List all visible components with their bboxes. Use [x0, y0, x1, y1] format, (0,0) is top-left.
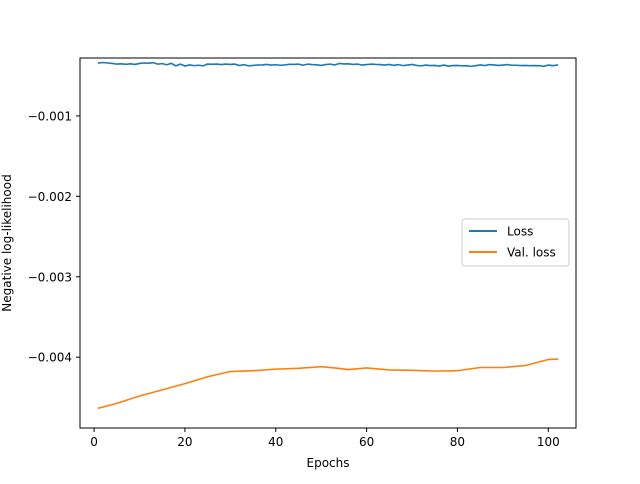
series-layer — [97, 61, 559, 410]
x-tick-label: 20 — [177, 435, 192, 449]
x-axis-ticks: 0 20 40 60 80 100 — [90, 428, 560, 449]
plot-frame — [79, 57, 577, 429]
x-tick-label: 60 — [359, 435, 374, 449]
x-tick-label: 100 — [537, 435, 560, 449]
legend-label-loss: Loss — [507, 225, 533, 239]
x-tick-label: 0 — [90, 435, 98, 449]
y-tick-label: −0.002 — [28, 190, 72, 204]
legend-label-val-loss: Val. loss — [507, 246, 556, 260]
x-axis-label: Epochs — [307, 456, 350, 470]
y-axis-label: Negative log-likelihood — [0, 174, 14, 311]
x-tick-label: 40 — [268, 435, 283, 449]
series-line-loss — [97, 61, 559, 68]
y-tick-label: −0.003 — [28, 270, 72, 284]
y-tick-label: −0.004 — [28, 351, 72, 365]
x-tick-label: 80 — [450, 435, 465, 449]
series-line-val-loss — [97, 358, 559, 410]
y-tick-label: −0.001 — [28, 109, 72, 123]
legend: Loss Val. loss — [461, 218, 570, 267]
y-axis-ticks: −0.001 −0.002 −0.003 −0.004 — [28, 109, 80, 365]
